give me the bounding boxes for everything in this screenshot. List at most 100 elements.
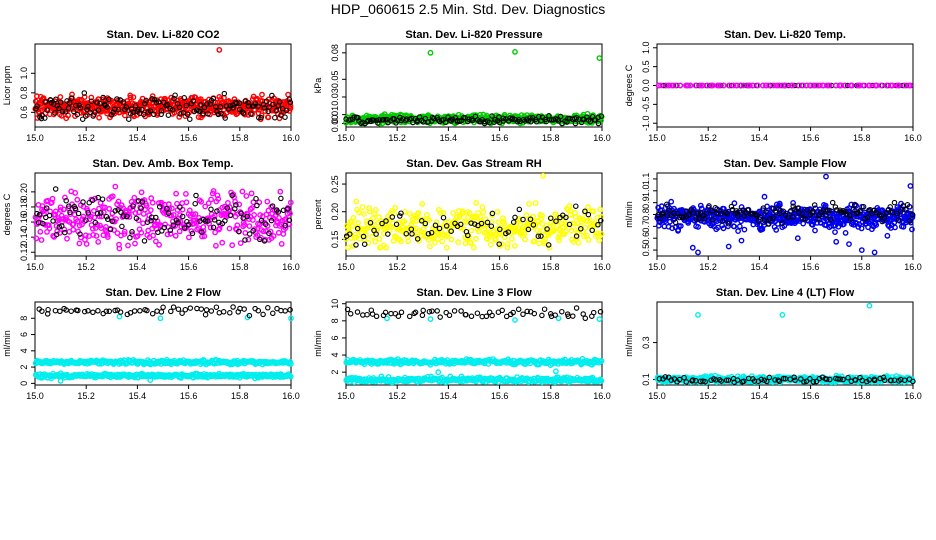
data-point	[794, 235, 801, 242]
data-point	[367, 220, 374, 226]
data-point	[354, 225, 361, 232]
data-point	[229, 192, 235, 199]
panel-title: Stan. Dev. Line 4 (LT) Flow	[716, 287, 855, 299]
data-point	[37, 228, 44, 235]
data-point	[539, 212, 545, 219]
data-point	[92, 219, 99, 226]
data-point	[873, 82, 880, 89]
data-point	[762, 82, 769, 89]
data-point	[532, 200, 539, 207]
data-point	[730, 82, 737, 89]
data-point	[420, 307, 426, 314]
data-point	[393, 221, 400, 228]
data-point	[217, 104, 224, 110]
data-point	[138, 189, 145, 196]
y-tick-label: 1.0	[641, 185, 651, 198]
data-point	[750, 82, 757, 89]
data-point	[731, 223, 738, 230]
data-point	[782, 82, 789, 89]
data-point	[475, 228, 482, 235]
data-point	[185, 222, 192, 228]
data-point	[553, 218, 559, 224]
data-point	[494, 208, 501, 215]
data-point	[165, 112, 172, 118]
data-point	[202, 311, 209, 318]
data-point	[210, 188, 217, 194]
data-points	[343, 305, 605, 386]
data-point	[478, 220, 485, 227]
data-point	[107, 226, 114, 233]
x-tick-label: 15.4	[440, 391, 458, 401]
y-tick-label: 8	[19, 316, 29, 321]
data-point	[587, 216, 593, 223]
data-point	[563, 214, 569, 221]
data-point	[427, 243, 433, 250]
data-point	[149, 96, 156, 102]
data-point	[504, 240, 511, 247]
data-point	[455, 239, 462, 246]
data-point	[185, 234, 192, 241]
data-point	[52, 208, 59, 215]
x-tick-label: 15.4	[751, 133, 769, 143]
data-point	[98, 210, 104, 216]
data-point	[536, 114, 542, 120]
y-tick-label: 0.6	[641, 232, 651, 245]
data-point	[855, 82, 861, 89]
data-point	[566, 203, 573, 209]
data-point	[154, 308, 160, 314]
data-point	[372, 238, 379, 245]
data-point	[74, 111, 81, 118]
data-point	[360, 211, 367, 217]
data-point	[149, 310, 156, 317]
data-point	[153, 99, 160, 106]
data-point	[268, 217, 275, 224]
data-point	[540, 172, 546, 179]
data-point	[520, 311, 526, 318]
data-point	[287, 103, 294, 109]
data-point	[370, 117, 377, 123]
data-point	[489, 113, 495, 119]
data-point	[773, 82, 780, 89]
data-point	[287, 307, 293, 313]
panel-title: Stan. Dev. Gas Stream RH	[406, 158, 542, 170]
data-point	[202, 203, 209, 210]
data-point	[138, 229, 145, 236]
data-point	[210, 95, 217, 102]
data-point	[355, 115, 361, 121]
data-point	[397, 213, 403, 219]
data-point	[470, 244, 477, 251]
data-point	[803, 82, 810, 89]
data-point	[448, 236, 455, 243]
data-point	[560, 225, 566, 232]
data-point	[260, 228, 267, 235]
data-point	[521, 230, 528, 237]
data-point	[53, 223, 60, 229]
data-point	[170, 211, 177, 218]
data-point	[160, 304, 166, 311]
data-point	[884, 232, 891, 239]
data-point	[72, 205, 79, 212]
x-tick-label: 16.0	[904, 262, 922, 272]
data-point	[530, 213, 537, 220]
y-tick-label: 0.01	[330, 106, 340, 124]
y-axis-label: ml/min	[2, 330, 12, 357]
data-point	[218, 110, 224, 117]
data-point	[745, 82, 751, 89]
x-tick-label: 15.4	[129, 391, 147, 401]
data-point	[595, 222, 601, 228]
data-point	[265, 207, 272, 214]
x-tick-label: 15.8	[853, 262, 871, 272]
data-point	[255, 103, 261, 109]
data-point	[697, 82, 704, 89]
data-point	[666, 82, 673, 89]
data-point	[57, 94, 64, 100]
data-point	[192, 211, 199, 217]
data-point	[432, 222, 439, 229]
data-point	[443, 223, 450, 229]
data-point	[440, 209, 447, 216]
data-point	[109, 193, 116, 200]
y-tick-label: 1.0	[641, 42, 651, 55]
data-point	[230, 105, 236, 111]
panel-title: Stan. Dev. Line 3 Flow	[416, 287, 532, 299]
